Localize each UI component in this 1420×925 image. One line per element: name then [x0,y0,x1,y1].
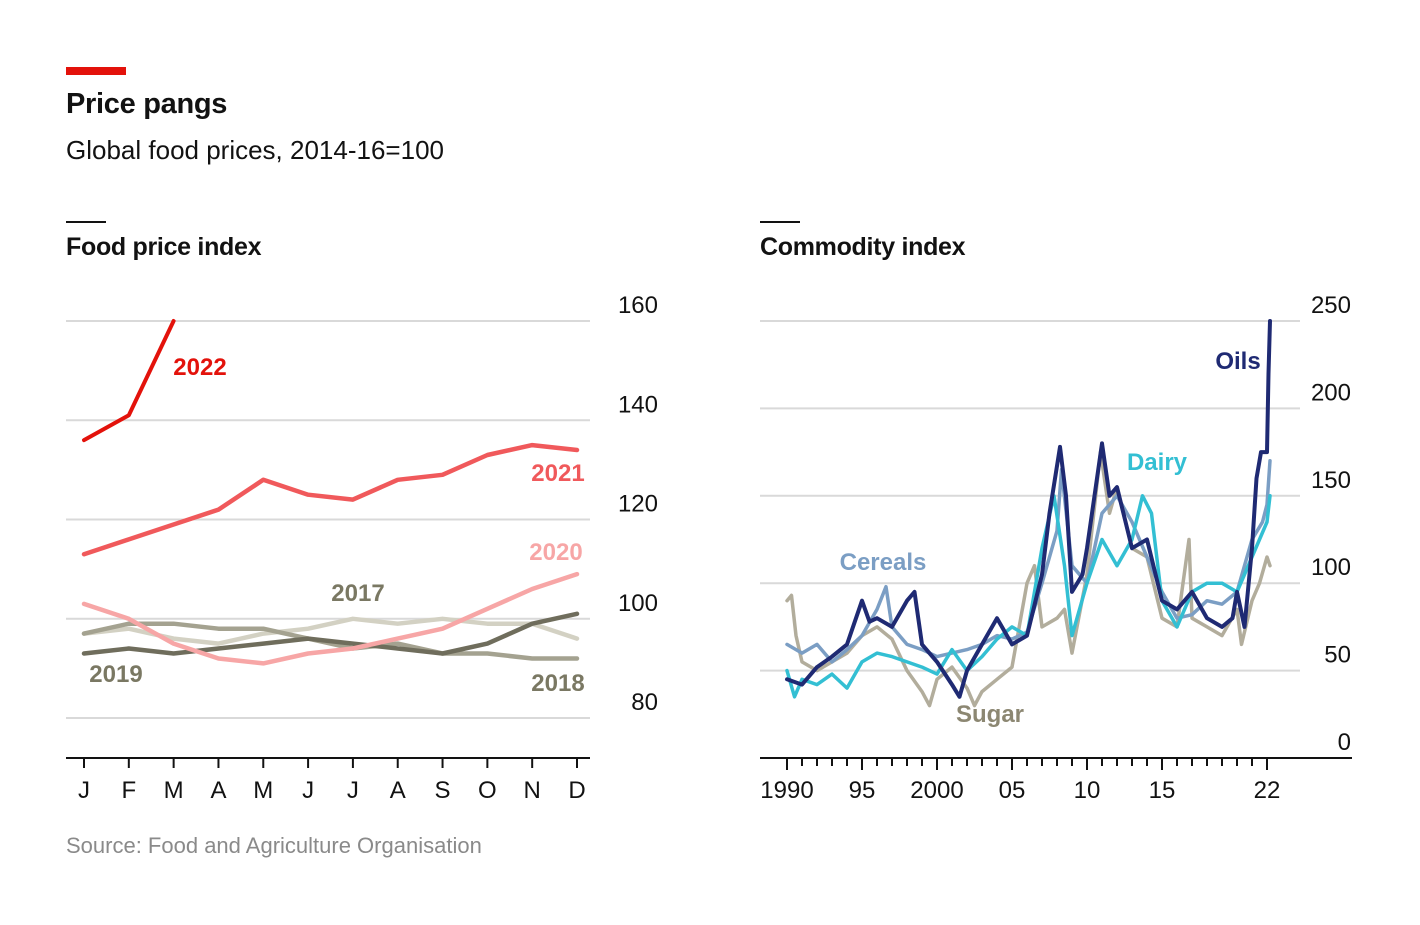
x-tick-label-r-1995: 95 [849,777,876,804]
x-tick-label-6: J [347,777,359,804]
x-tick-label-11: D [568,777,585,804]
series-line-cereals [785,459,1272,664]
series-line-2020 [81,571,580,666]
x-tick-label-2: M [164,777,184,804]
y-tick-label-r-250: 250 [1311,292,1351,319]
series-label-2018: 2018 [531,670,584,697]
series-line-2021 [81,442,580,557]
y-tick-label-120: 120 [618,491,658,518]
x-tick-label-1: F [121,777,136,804]
left-panel-rule [66,221,106,223]
y-tick-label-r-200: 200 [1311,379,1351,406]
y-tick-label-r-150: 150 [1311,467,1351,494]
series-label-dairy: Dairy [1127,449,1188,476]
series-line-dairy [785,494,1272,699]
series-label-oils: Oils [1215,348,1260,375]
chart-title: Price pangs [66,88,228,120]
x-tick-label-10: N [524,777,541,804]
series-line-2022 [82,319,176,443]
series-label-cereals: Cereals [840,549,927,576]
x-tick-label-r-2005: 05 [999,777,1026,804]
x-tick-label-9: O [478,777,497,804]
series-label-2022: 2022 [173,354,226,381]
x-tick-label-r-2022: 22 [1254,777,1281,804]
y-tick-label-r-100: 100 [1311,554,1351,581]
series-label-sugar: Sugar [956,701,1024,728]
series-line-2018 [81,621,580,661]
x-tick-label-r-1990: 1990 [760,777,813,804]
x-tick-label-7: A [390,777,406,804]
x-tick-label-0: J [78,777,90,804]
brand-bar [66,67,126,75]
x-tick-label-3: A [210,777,226,804]
right-panel-rule [760,221,800,223]
y-tick-label-r-0: 0 [1338,729,1351,756]
y-tick-label-140: 140 [618,391,658,418]
y-tick-label-80: 80 [631,689,658,716]
y-tick-label-r-50: 50 [1324,642,1351,669]
left-panel-title: Food price index [66,233,262,261]
x-tick-label-r-2010: 10 [1074,777,1101,804]
series-line-2019 [81,611,580,656]
x-tick-label-r-2000: 2000 [910,777,963,804]
right-panel-title: Commodity index [760,233,966,261]
x-tick-label-r-2015: 15 [1149,777,1176,804]
chart-subtitle: Global food prices, 2014-16=100 [66,135,444,165]
x-tick-label-4: M [253,777,273,804]
series-label-2021: 2021 [531,460,584,487]
commodity-index-chart: 0 50 100 150 200 250 1990 95 2000 05 10 15 22 Sugar Ce… [760,292,1352,804]
series-line-oils [785,319,1272,699]
x-tick-label-8: S [435,777,451,804]
y-tick-label-100: 100 [618,590,658,617]
source-note: Source: Food and Agriculture Organisatio… [66,833,482,858]
series-label-2019: 2019 [89,661,142,688]
series-label-2017: 2017 [331,580,384,607]
y-tick-label-160: 160 [618,292,658,319]
series-label-2020: 2020 [529,539,582,566]
x-tick-label-5: J [302,777,314,804]
